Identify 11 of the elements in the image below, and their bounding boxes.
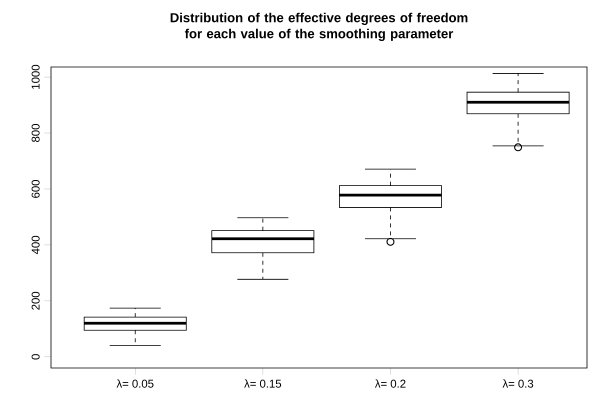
y-tick-label: 200: [32, 292, 40, 310]
y-tick-label: 800: [32, 124, 40, 142]
x-tick-label: λ= 0.2: [374, 379, 406, 388]
y-tick-label: 400: [32, 236, 40, 254]
x-tick-label: λ= 0.05: [116, 379, 154, 388]
y-tick-label: 0: [32, 354, 40, 360]
x-tick-label: λ= 0.15: [244, 379, 282, 388]
y-tick-label: 600: [32, 180, 40, 198]
y-tick-label: 1000: [32, 64, 40, 89]
chart-title: Distribution of the effective degrees of freedom for each value of the smoothing parameter: [170, 12, 468, 41]
x-tick-label: λ= 0.3: [502, 379, 534, 388]
